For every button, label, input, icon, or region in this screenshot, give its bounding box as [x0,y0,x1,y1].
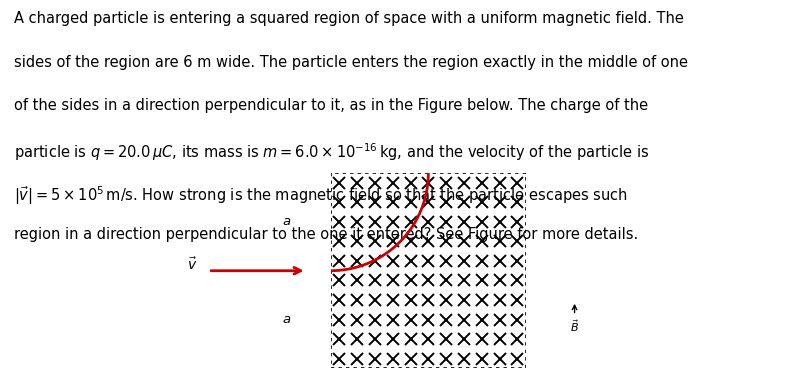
Text: particle is $q = 20.0\,\mu C$, its mass is $m = 6.0 \times 10^{-16}\,\mathrm{kg}: particle is $q = 20.0\,\mu C$, its mass … [14,141,649,163]
Text: region in a direction perpendicular to the one it entered? See Figure for more d: region in a direction perpendicular to t… [14,227,638,243]
Text: A charged particle is entering a squared region of space with a uniform magnetic: A charged particle is entering a squared… [14,11,684,26]
Text: a: a [283,313,291,326]
Text: $\vec{B}$: $\vec{B}$ [570,318,579,334]
Text: $\vec{v}$: $\vec{v}$ [187,257,198,273]
Text: $|\vec{v}| = 5 \times 10^5\,\mathrm{m/s}$. How strong is the magnetic field so t: $|\vec{v}| = 5 \times 10^5\,\mathrm{m/s}… [14,184,628,207]
Text: sides of the region are 6 m wide. The particle enters the region exactly in the : sides of the region are 6 m wide. The pa… [14,55,689,70]
Text: a: a [283,215,291,228]
Text: of the sides in a direction perpendicular to it, as in the Figure below. The cha: of the sides in a direction perpendicula… [14,98,648,113]
